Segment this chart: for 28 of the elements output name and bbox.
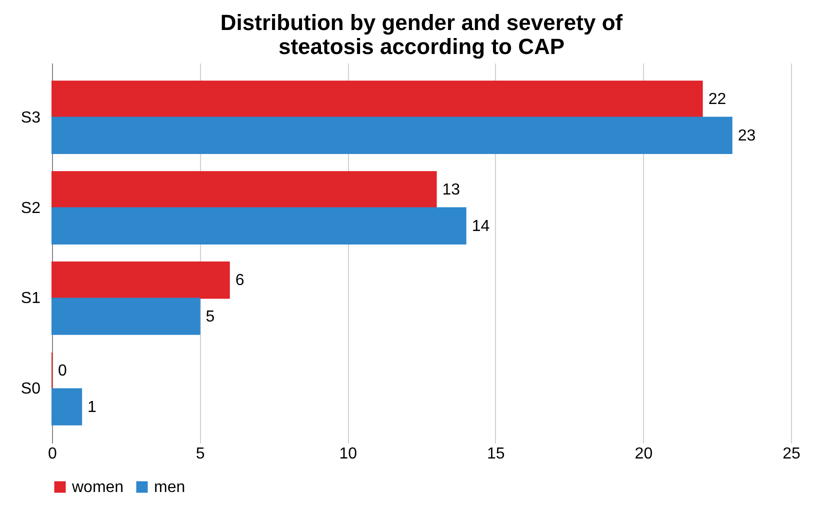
x-tick-label: 15 — [487, 446, 505, 462]
chart-title: Distribution by gender and severety of steatosis according to CAP — [220, 10, 624, 59]
legend-label: women — [71, 479, 124, 496]
x-tick-label: 20 — [634, 446, 653, 462]
data-label: 14 — [472, 218, 490, 235]
x-tick-label: 10 — [339, 446, 358, 462]
data-label: 22 — [708, 91, 726, 108]
data-label: 6 — [235, 272, 244, 290]
data-label: 23 — [738, 127, 756, 144]
bar — [52, 388, 82, 426]
x-tick-label: 0 — [48, 446, 58, 462]
bar — [52, 116, 732, 154]
x-tick-label: 5 — [196, 446, 205, 462]
y-tick-label: S2 — [20, 200, 41, 217]
data-label: 1 — [88, 398, 97, 416]
data-label: 13 — [442, 182, 460, 199]
legend-label: men — [154, 479, 186, 496]
y-tick-label: S0 — [20, 380, 41, 398]
y-tick-label: S1 — [20, 290, 41, 308]
bar — [52, 298, 200, 335]
bar — [52, 80, 703, 118]
bar — [52, 262, 230, 299]
x-tick-label: 25 — [782, 446, 800, 462]
y-tick-label: S3 — [20, 109, 41, 126]
data-label: 0 — [58, 362, 67, 380]
bar — [52, 171, 437, 208]
data-label: 5 — [206, 308, 215, 326]
bar — [52, 207, 466, 244]
